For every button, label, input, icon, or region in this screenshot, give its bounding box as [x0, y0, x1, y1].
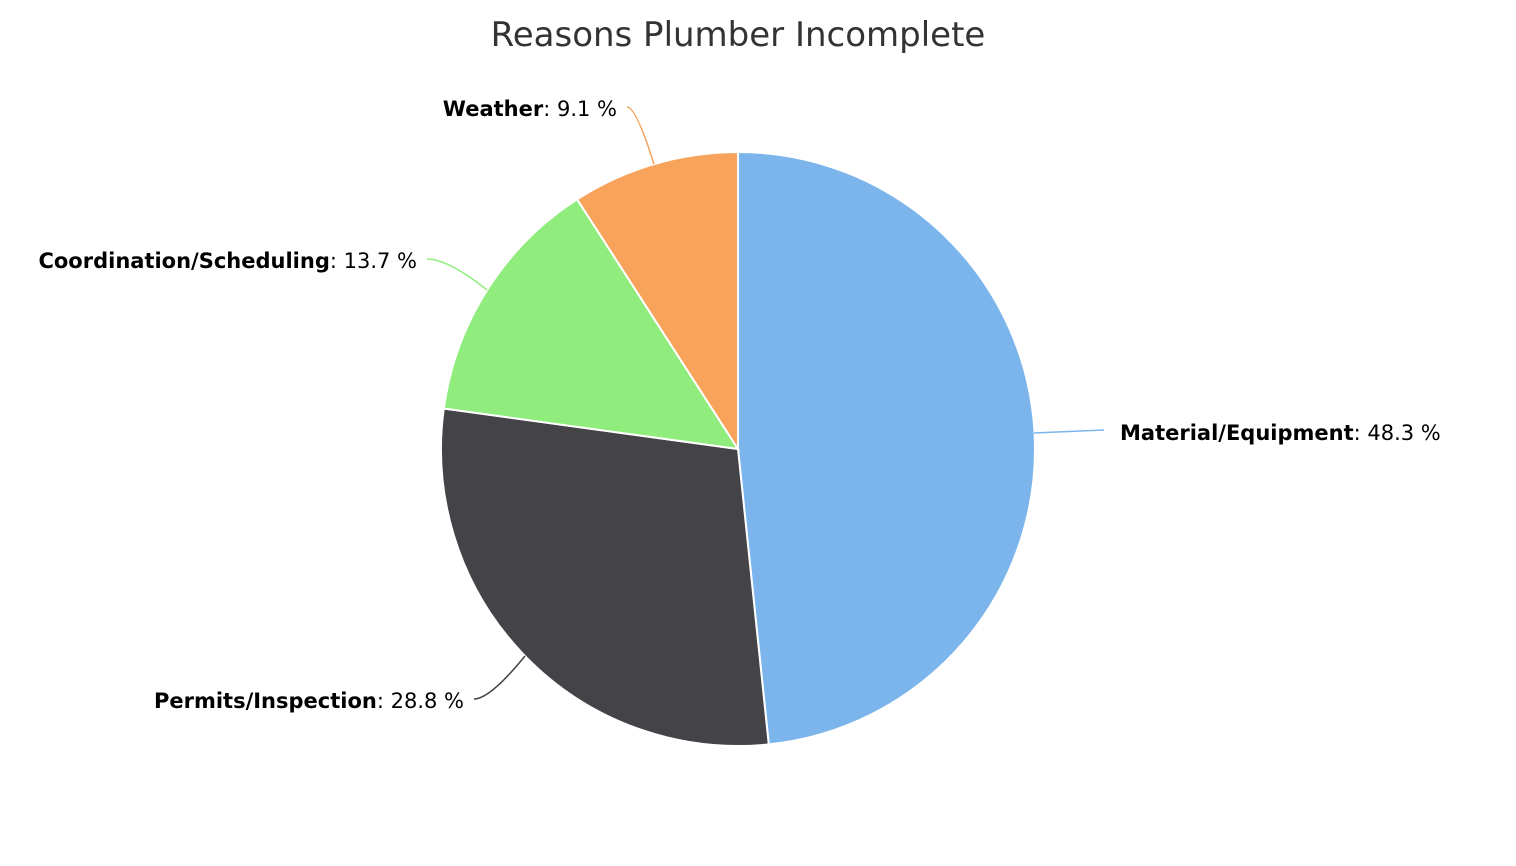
pie-slice-coordination-scheduling[interactable]	[442, 197, 741, 451]
data-label-value: : 9.1 %	[543, 97, 617, 121]
connectors-layer	[426, 106, 1105, 700]
pie-slice-permits-inspection[interactable]	[440, 407, 770, 747]
data-label-name: Permits/Inspection	[154, 689, 377, 713]
data-label: Coordination/Scheduling: 13.7 %	[38, 249, 417, 273]
data-label-name: Weather	[443, 97, 544, 121]
pie-slice-weather[interactable]	[575, 150, 739, 453]
pie-slice-material-equipment[interactable]	[737, 150, 1036, 746]
chart-title: Reasons Plumber Incomplete	[491, 15, 986, 55]
data-label-name: Material/Equipment	[1120, 421, 1354, 445]
connector-line	[426, 258, 488, 291]
data-label: Material/Equipment: 48.3 %	[1120, 421, 1441, 445]
data-label: Weather: 9.1 %	[443, 97, 617, 121]
connector-line	[1033, 429, 1105, 434]
labels-layer: Material/Equipment: 48.3 % Permits/Inspec…	[38, 97, 1440, 713]
connector-line	[626, 106, 655, 165]
slices-layer	[440, 150, 1036, 747]
data-label: Permits/Inspection: 28.8 %	[154, 689, 464, 713]
connector-line	[473, 655, 526, 700]
data-label-name: Coordination/Scheduling	[38, 249, 329, 273]
data-label-value: : 48.3 %	[1354, 421, 1441, 445]
data-label-value: : 28.8 %	[377, 689, 464, 713]
data-label-value: : 13.7 %	[330, 249, 417, 273]
